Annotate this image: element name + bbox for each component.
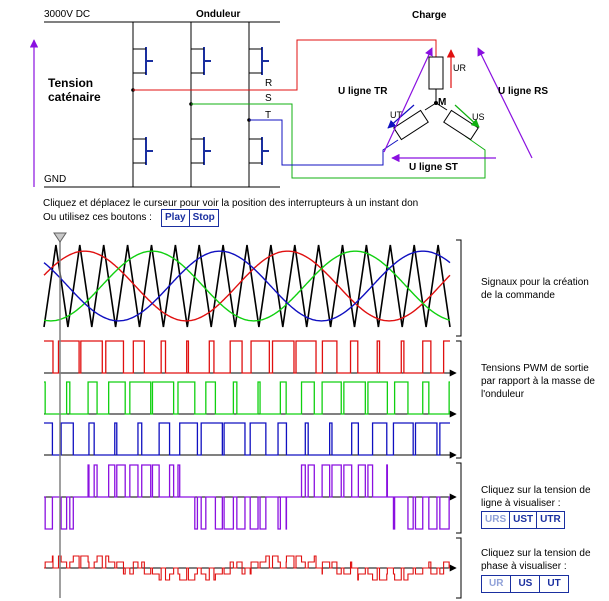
sine-t bbox=[43, 250, 451, 322]
winding-t bbox=[393, 109, 429, 141]
phase-s-label: S bbox=[265, 93, 272, 104]
switch-leads bbox=[133, 48, 262, 164]
onduleur-label: Onduleur bbox=[196, 9, 241, 20]
us-arrow bbox=[454, 104, 480, 128]
pwm-s bbox=[44, 381, 450, 415]
pwm-annotation: Tensions PWM de sortie par rapport à la … bbox=[481, 363, 595, 400]
u-ligne-st-label: U ligne ST bbox=[409, 162, 458, 173]
tension-title: Tension caténaire bbox=[48, 76, 101, 104]
signals-annotation: Signaux pour la création de la commande bbox=[481, 277, 589, 301]
play-button[interactable]: Play bbox=[162, 210, 190, 226]
us-button[interactable]: US bbox=[511, 576, 541, 592]
group-brackets bbox=[456, 239, 462, 599]
pwm-r bbox=[44, 340, 450, 374]
u-ligne-rs-arrow bbox=[477, 47, 533, 159]
winding-r bbox=[428, 56, 444, 90]
sine-s bbox=[43, 250, 451, 322]
gnd-label: GND bbox=[44, 174, 67, 185]
waveform-plots bbox=[43, 244, 457, 581]
u-ligne-rs-label: U ligne RS bbox=[498, 86, 549, 97]
instruction-line-1: Cliquez et déplacez le curseur pour voir… bbox=[43, 198, 419, 209]
ut-label: UT bbox=[390, 110, 402, 120]
ur-label: UR bbox=[453, 63, 466, 73]
winding-s bbox=[443, 109, 479, 141]
line-voltage-annotation: Cliquez sur la tension de ligne à visual… bbox=[481, 485, 591, 509]
motor-label: M bbox=[438, 97, 447, 108]
transistor-switches bbox=[145, 47, 269, 165]
line-voltage-wave bbox=[44, 464, 450, 530]
stop-button[interactable]: Stop bbox=[192, 212, 215, 223]
instruction-line-2: Ou utilisez ces boutons : bbox=[43, 212, 152, 223]
u-ligne-tr-label: U ligne TR bbox=[338, 86, 388, 97]
phase-voltage-wave bbox=[44, 555, 450, 581]
us-label: US bbox=[472, 112, 485, 122]
sine-r bbox=[43, 250, 451, 322]
ur-button[interactable]: UR bbox=[482, 576, 512, 592]
phase-r-wire bbox=[133, 39, 437, 91]
play-stop-controls: Play Stop bbox=[161, 209, 219, 227]
phase-s-wire bbox=[191, 103, 486, 179]
pwm-t bbox=[44, 422, 450, 456]
ut-button[interactable]: UT bbox=[547, 578, 561, 589]
phase-r-label: R bbox=[265, 78, 273, 89]
phase-voltage-buttons: UR US UT bbox=[481, 575, 569, 593]
phase-t-label: T bbox=[265, 110, 272, 121]
supply-label: 3000V DC bbox=[44, 9, 91, 20]
carrier-triangle-wave bbox=[43, 244, 451, 328]
urs-button[interactable]: URS bbox=[482, 512, 511, 528]
utr-button[interactable]: UTR bbox=[540, 514, 561, 525]
phase-t-wire bbox=[249, 119, 399, 166]
phase-voltage-annotation: Cliquez sur la tension de phase à visual… bbox=[481, 548, 591, 572]
ust-button[interactable]: UST bbox=[510, 512, 538, 528]
charge-label: Charge bbox=[412, 10, 447, 21]
u-ligne-tr-arrow bbox=[383, 47, 433, 153]
time-cursor[interactable] bbox=[53, 232, 67, 598]
line-voltage-buttons: URS UST UTR bbox=[481, 511, 565, 529]
